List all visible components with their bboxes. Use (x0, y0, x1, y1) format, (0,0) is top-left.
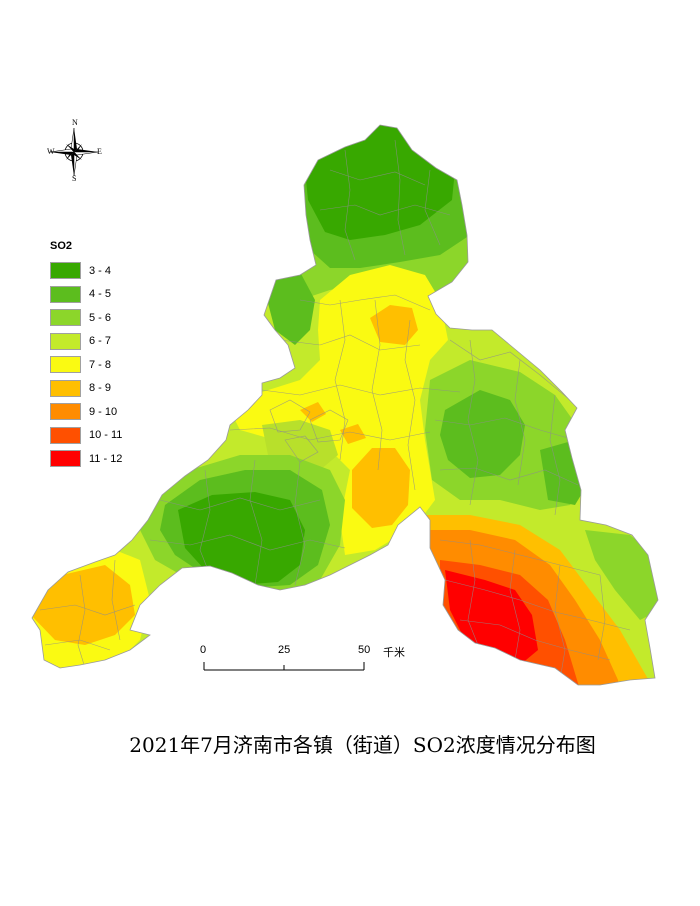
compass-e-label: E (97, 147, 102, 156)
scale-tick-50: 50 (358, 644, 371, 656)
map-title: 2021年7月济南市各镇（街道）SO2浓度情况分布图 (129, 733, 596, 757)
legend-label: 9 - 10 (89, 405, 118, 418)
scale-tick-25: 25 (278, 644, 291, 656)
legend-label: 10 - 11 (89, 429, 123, 442)
east-core-4-5 (440, 390, 525, 478)
legend-swatch (50, 262, 81, 280)
legend-item: 4 - 5 (50, 283, 170, 307)
central-blob-8-9 (370, 305, 418, 345)
legend-label: 8 - 9 (89, 382, 112, 395)
southwest-core-3-4 (178, 492, 305, 585)
compass-rose-icon (49, 127, 99, 177)
legend-item: 8 - 9 (50, 377, 170, 401)
township-boundaries (39, 139, 631, 681)
compass-w-label: W (47, 147, 55, 156)
legend-swatch (50, 379, 81, 397)
central-south-8-9 (352, 448, 410, 528)
legend-label: 4 - 5 (89, 288, 112, 301)
legend-title: SO2 (50, 240, 73, 252)
legend-swatch (50, 309, 81, 327)
legend-swatch (50, 285, 81, 303)
legend-swatch (50, 450, 81, 468)
urban-patch-8-9 (300, 402, 326, 422)
legend-item: 3 - 4 (50, 259, 170, 283)
legend-item: 5 - 6 (50, 306, 170, 330)
southeast-edge-5-6 (585, 530, 658, 620)
scale-bar: 0 25 50 千米 (195, 644, 415, 674)
scale-tick-0: 0 (200, 644, 207, 656)
urban-patch-8-9-b (340, 424, 366, 444)
compass-s-label: S (72, 174, 77, 183)
west-region-8-9 (32, 565, 135, 645)
legend-label: 7 - 8 (89, 358, 112, 371)
legend-swatch (50, 332, 81, 350)
north-arrow: N S W E (44, 118, 104, 183)
northwest-lobe-4-5 (262, 272, 315, 345)
legend-item: 9 - 10 (50, 400, 170, 424)
legend-label: 5 - 6 (89, 311, 112, 324)
legend-items: 3 - 4 4 - 5 5 - 6 6 - 7 7 - 8 8 - 9 9 - 10 10 -… (50, 259, 170, 471)
legend-item: 10 - 11 (50, 424, 170, 448)
east-edge-4-5 (540, 440, 590, 505)
legend-label: 3 - 4 (89, 264, 112, 277)
compass-n-label: N (72, 118, 78, 127)
legend-label: 11 - 12 (89, 452, 123, 465)
legend-item: 11 - 12 (50, 447, 170, 471)
legend: SO2 3 - 4 4 - 5 5 - 6 6 - 7 7 - 8 8 - 9 9 - 10… (50, 240, 170, 471)
legend-item: 6 - 7 (50, 330, 170, 354)
legend-label: 6 - 7 (89, 335, 112, 348)
legend-swatch (50, 356, 81, 374)
legend-swatch (50, 403, 81, 421)
scale-bar-line (203, 662, 365, 671)
city-outline (31, 124, 659, 686)
scale-unit: 千米 (383, 647, 405, 659)
legend-swatch (50, 426, 81, 444)
legend-item: 7 - 8 (50, 353, 170, 377)
